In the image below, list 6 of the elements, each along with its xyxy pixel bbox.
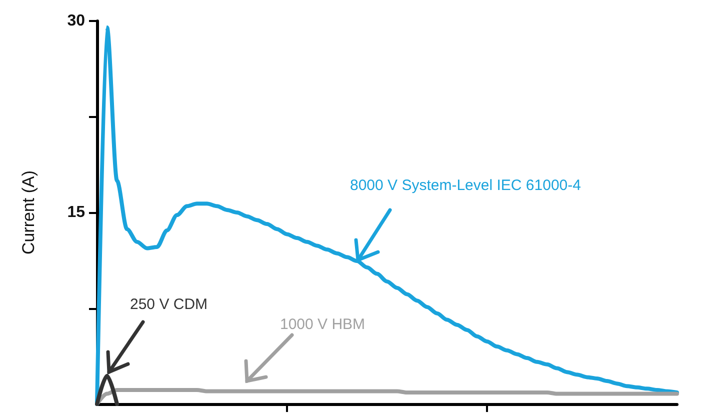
text: 8000 V System-Level IEC 61000-4 [350, 177, 581, 194]
text: 250 V CDM [130, 296, 208, 313]
y-axis-title: Current (A) [19, 170, 38, 255]
text: 1000 V HBM [280, 316, 366, 333]
y-tick-label: 15 [67, 204, 86, 221]
y-tick-label: 30 [67, 12, 86, 30]
